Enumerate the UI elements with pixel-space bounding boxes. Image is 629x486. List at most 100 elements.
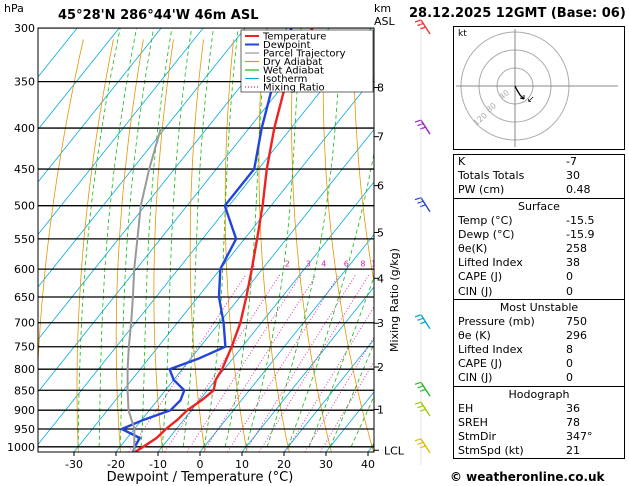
hodograph-value: 36	[566, 401, 580, 415]
pressure-tick-label: 850	[14, 384, 35, 397]
mixing-ratio-line	[304, 336, 374, 452]
x-tick-label: 40	[361, 458, 375, 471]
most-unstable-row: Pressure (mb) 750	[454, 315, 624, 329]
dry-adiabat-line	[115, 39, 144, 452]
index-value: 0.48	[566, 183, 591, 197]
surface-row: CAPE (J) 0	[454, 270, 624, 284]
asl-label: ASL	[374, 15, 396, 28]
x-tick-label: 10	[235, 458, 249, 471]
mixing-ratio-label: 6	[344, 259, 349, 268]
wind-barb-feather	[417, 385, 424, 389]
x-tick-label: -20	[107, 458, 125, 471]
plot-frame	[37, 27, 375, 453]
datetime-title: 28.12.2025 12GMT (Base: 06)	[409, 6, 626, 21]
mixing-ratio-label: 2	[285, 259, 290, 268]
x-axis-label: Dewpoint / Temperature (°C)	[107, 470, 294, 485]
surface-row: Dewp (°C) -15.9	[454, 228, 624, 242]
surface-value: 0	[566, 270, 573, 284]
surface-label: CAPE (J)	[458, 270, 503, 284]
x-tick-label: -10	[149, 458, 167, 471]
surface-row: CIN (J) 0	[454, 285, 624, 299]
isotherm-line	[38, 28, 288, 341]
most-unstable-value: 296	[566, 328, 587, 342]
hodo-ring-label-80: 80	[485, 101, 499, 114]
most-unstable-row: θe (K) 296	[454, 329, 624, 343]
wind-barb-feather	[414, 401, 422, 405]
most-unstable-value: 0	[566, 357, 573, 371]
wind-barb-feather	[417, 22, 424, 27]
km-tick-label: 8	[377, 82, 384, 95]
most-unstable-row: CIN (J) 0	[454, 371, 624, 385]
dry-adiabat-line	[189, 39, 206, 452]
hodograph-label: EH	[458, 401, 474, 415]
surface-value: -15.9	[566, 227, 595, 241]
isotherm-line	[199, 233, 374, 452]
km-tick-label: LCL	[384, 444, 405, 457]
mixing-ratio-line	[258, 274, 370, 452]
hodograph-value: 347°	[566, 430, 593, 443]
wind-barb-feather	[417, 317, 424, 321]
most-unstable-row: Lifted Index 8	[454, 343, 624, 357]
dry-adiabat-line	[291, 39, 332, 452]
surface-title: Surface	[518, 199, 560, 213]
isotherm-line	[38, 28, 204, 236]
pressure-tick-label: 350	[14, 76, 35, 89]
hodograph-label: StmDir	[458, 430, 497, 443]
isotherm-line	[38, 28, 246, 288]
isotherm-line	[115, 128, 374, 452]
wet-adiabat-line	[98, 28, 137, 447]
mixing-ratio-axis-label: Mixing Ratio (g/kg)	[388, 248, 401, 352]
wind-barb-feather	[414, 438, 422, 442]
surface-value: -15.5	[566, 213, 595, 227]
dry-adiabat-line	[258, 39, 290, 452]
isotherm-line	[38, 28, 162, 183]
mixing-ratio-label: 8	[360, 259, 365, 268]
pressure-tick-label: 1000	[7, 441, 35, 454]
mixing-ratio-label: 10	[371, 259, 381, 268]
pressure-tick-label: 550	[14, 233, 35, 246]
dry-adiabat-line	[224, 39, 248, 452]
x-tick-label: 30	[319, 458, 333, 471]
legend-entry: Dry Adiabat	[263, 57, 322, 68]
index-row: Totals Totals 30	[454, 169, 624, 183]
series-temperature	[134, 28, 314, 452]
hodograph-value: 21	[566, 444, 580, 458]
index-row: PW (cm) 0.48	[454, 183, 624, 197]
surface-label: Dewp (°C)	[458, 227, 515, 241]
isotherm-line	[38, 28, 372, 446]
chart-grid: 1 2 3 4 6 8 10 15 20 25	[38, 28, 424, 452]
km-tick-label: 2	[377, 361, 384, 374]
most-unstable-value: 8	[566, 343, 573, 357]
index-value: -7	[566, 155, 577, 168]
hodograph-panel: kt 40 80 120 ↙	[453, 26, 625, 150]
mixing-ratio-line	[319, 360, 374, 452]
pressure-tick-label: 450	[14, 163, 35, 176]
wind-barbs	[414, 19, 431, 465]
pressure-tick-label: 900	[14, 404, 35, 417]
most-unstable-title: Most Unstable	[499, 300, 579, 314]
surface-label: CIN (J)	[458, 284, 493, 298]
mixing-ratio-label: 20	[414, 259, 424, 268]
wind-barb-feather	[417, 441, 424, 445]
index-label: Totals Totals	[458, 169, 525, 183]
pressure-tick-label: 400	[14, 122, 35, 135]
most-unstable-label: θe (K)	[458, 328, 491, 342]
dry-adiabat-line	[353, 39, 374, 285]
hodo-storm-mark: ↙	[527, 95, 535, 105]
surface-label: Lifted Index	[458, 256, 523, 270]
km-label: km	[374, 2, 391, 15]
legend-entry: Dewpoint	[263, 40, 311, 51]
surface-value: 0	[566, 284, 573, 298]
most-unstable-row: CAPE (J) 0	[454, 357, 624, 371]
most-unstable-label: CIN (J)	[458, 371, 493, 385]
copyright: © weatheronline.co.uk	[450, 470, 605, 484]
hodo-ring-label-40: 40	[498, 88, 512, 101]
pressure-tick-label: 800	[14, 363, 35, 376]
hodograph-label: SREH	[458, 415, 488, 429]
legend-box	[240, 29, 374, 93]
hodograph-row: StmDir 347°	[454, 430, 624, 444]
mixing-ratio-line	[285, 305, 374, 452]
surface-row: Temp (°C) -15.5	[454, 214, 624, 228]
pressure-tick-label: 950	[14, 423, 35, 436]
hodograph-row: StmSpd (kt) 21	[454, 444, 624, 458]
